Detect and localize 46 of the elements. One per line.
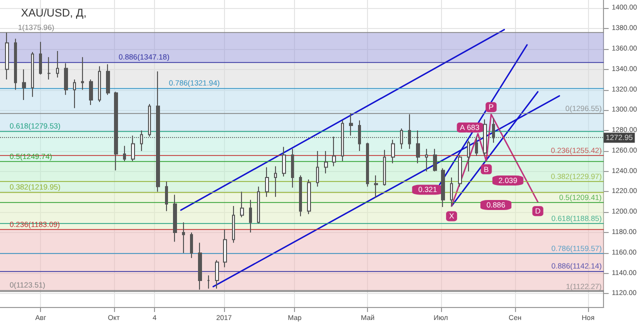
- candlestick: [190, 232, 193, 259]
- candlestick: [198, 242, 202, 290]
- candlestick: [316, 150, 319, 188]
- candlestick: [232, 206, 235, 244]
- candlestick: [81, 56, 84, 90]
- candlestick: [14, 38, 17, 90]
- candlestick: [249, 199, 252, 234]
- candlestick: [366, 142, 369, 188]
- candlestick: [458, 154, 462, 188]
- candlestick: [73, 79, 76, 109]
- candlestick: [433, 148, 437, 172]
- candlestick: [383, 149, 386, 186]
- candlestick: [425, 148, 428, 172]
- candlestick: [441, 168, 445, 208]
- candlestick: [173, 194, 177, 242]
- candlestick: [215, 260, 219, 290]
- line-series: [450, 114, 539, 207]
- candlestick: [450, 176, 453, 207]
- candlestick: [207, 274, 210, 290]
- candlestick: [291, 148, 294, 188]
- candlestick: [307, 179, 311, 215]
- candlestick: [223, 228, 227, 268]
- candlestick: [240, 191, 244, 218]
- candlestick: [31, 52, 34, 98]
- candlestick: [64, 62, 68, 96]
- candlestick: [374, 174, 378, 198]
- candlestick: [89, 79, 93, 106]
- candlestick: [165, 181, 168, 212]
- candlestick: [324, 150, 328, 174]
- candlestick: [39, 41, 42, 75]
- candlestick: [5, 32, 9, 80]
- candlestick: [299, 174, 302, 217]
- candlestick: [467, 140, 470, 172]
- candlestick: [22, 68, 26, 100]
- candlestick: [106, 64, 110, 96]
- candlestick: [56, 50, 59, 78]
- text: XAU/USD, Д,: [21, 8, 87, 20]
- candlestick: [274, 166, 277, 198]
- candlestick: [265, 166, 269, 198]
- candlestick: [257, 186, 260, 224]
- candlestick: [123, 145, 126, 162]
- candlestick: [148, 104, 151, 138]
- candlestick: [98, 66, 101, 102]
- candlestick: [282, 146, 286, 177]
- candlestick: [182, 222, 185, 254]
- candlestick: [47, 56, 51, 80]
